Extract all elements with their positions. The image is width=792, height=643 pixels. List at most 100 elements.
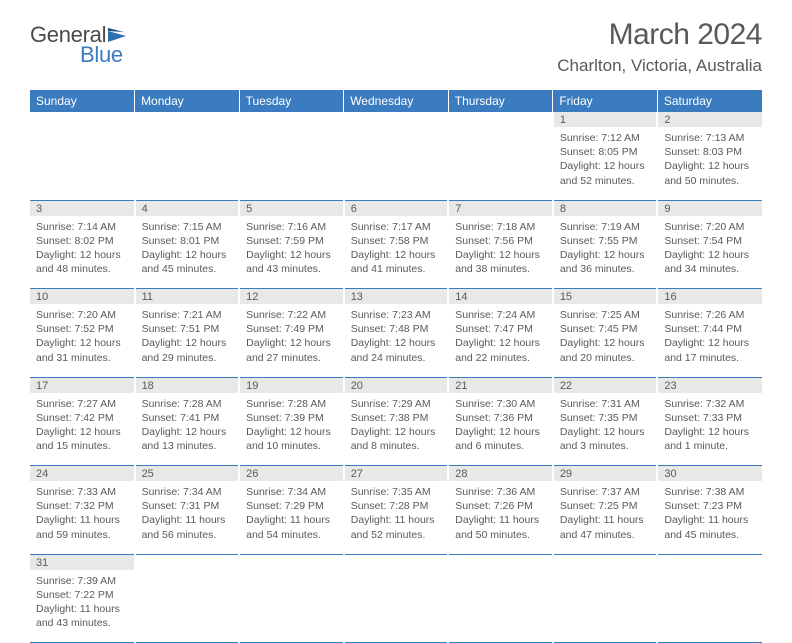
sunset-text: Sunset: 7:38 PM [351,411,442,425]
sunset-text: Sunset: 7:33 PM [664,411,756,425]
sunrise-text: Sunrise: 7:14 AM [36,220,128,234]
day-cell: Sunrise: 7:34 AMSunset: 7:29 PMDaylight:… [239,482,344,554]
dl1-text: Daylight: 11 hours [36,602,128,616]
day-header: Thursday [448,90,553,112]
day-number-cell: 27 [344,466,449,483]
day-number-cell: 15 [553,289,658,306]
day-cell: Sunrise: 7:28 AMSunset: 7:39 PMDaylight:… [239,394,344,466]
location-subtitle: Charlton, Victoria, Australia [557,56,762,76]
day-number-row: 12 [30,112,762,128]
sunrise-text: Sunrise: 7:26 AM [664,308,756,322]
dl2-text: and 10 minutes. [246,439,337,453]
sunrise-text: Sunrise: 7:12 AM [560,131,651,145]
dl2-text: and 15 minutes. [36,439,128,453]
sunset-text: Sunset: 8:03 PM [664,145,756,159]
sunrise-text: Sunrise: 7:20 AM [664,220,756,234]
day-cell: Sunrise: 7:25 AMSunset: 7:45 PMDaylight:… [553,305,658,377]
dl1-text: Daylight: 12 hours [246,425,337,439]
dl2-text: and 38 minutes. [455,262,546,276]
sunset-text: Sunset: 7:35 PM [560,411,651,425]
sunrise-text: Sunrise: 7:31 AM [560,397,651,411]
day-number-cell [448,112,553,128]
sunrise-text: Sunrise: 7:16 AM [246,220,337,234]
dl2-text: and 17 minutes. [664,351,756,365]
day-cell: Sunrise: 7:33 AMSunset: 7:32 PMDaylight:… [30,482,135,554]
sunset-text: Sunset: 7:42 PM [36,411,128,425]
dl2-text: and 20 minutes. [560,351,651,365]
dl1-text: Daylight: 12 hours [351,248,442,262]
day-header: Monday [135,90,240,112]
day-cell [657,571,762,643]
calendar-table: SundayMondayTuesdayWednesdayThursdayFrid… [30,90,762,643]
day-number-row: 3456789 [30,200,762,217]
dl2-text: and 27 minutes. [246,351,337,365]
dl1-text: Daylight: 12 hours [560,159,651,173]
day-number-cell: 19 [239,377,344,394]
sunrise-text: Sunrise: 7:17 AM [351,220,442,234]
dl2-text: and 54 minutes. [246,528,337,542]
day-number-cell: 3 [30,200,135,217]
sunrise-text: Sunrise: 7:19 AM [560,220,651,234]
dl2-text: and 50 minutes. [664,174,756,188]
day-number-cell: 25 [135,466,240,483]
dl2-text: and 45 minutes. [664,528,756,542]
sunrise-text: Sunrise: 7:23 AM [351,308,442,322]
day-content-row: Sunrise: 7:14 AMSunset: 8:02 PMDaylight:… [30,217,762,289]
dl1-text: Daylight: 12 hours [36,425,128,439]
sunrise-text: Sunrise: 7:33 AM [36,485,128,499]
page-title: March 2024 [557,18,762,52]
day-cell: Sunrise: 7:24 AMSunset: 7:47 PMDaylight:… [448,305,553,377]
dl2-text: and 52 minutes. [560,174,651,188]
day-cell [344,571,449,643]
day-number-cell: 2 [657,112,762,128]
day-number-cell: 23 [657,377,762,394]
day-number-cell [657,554,762,571]
sunset-text: Sunset: 8:01 PM [142,234,233,248]
sunrise-text: Sunrise: 7:39 AM [36,574,128,588]
day-header: Tuesday [239,90,344,112]
title-block: March 2024 Charlton, Victoria, Australia [557,18,762,76]
day-number-row: 10111213141516 [30,289,762,306]
dl1-text: Daylight: 12 hours [246,336,337,350]
dl1-text: Daylight: 12 hours [351,425,442,439]
dl2-text: and 22 minutes. [455,351,546,365]
sunrise-text: Sunrise: 7:20 AM [36,308,128,322]
sunset-text: Sunset: 7:25 PM [560,499,651,513]
sunrise-text: Sunrise: 7:34 AM [142,485,233,499]
sunset-text: Sunset: 7:52 PM [36,322,128,336]
sunset-text: Sunset: 7:55 PM [560,234,651,248]
dl1-text: Daylight: 12 hours [351,336,442,350]
dl2-text: and 45 minutes. [142,262,233,276]
day-cell: Sunrise: 7:14 AMSunset: 8:02 PMDaylight:… [30,217,135,289]
day-number-cell: 5 [239,200,344,217]
day-number-cell [239,554,344,571]
sunrise-text: Sunrise: 7:27 AM [36,397,128,411]
sunset-text: Sunset: 7:59 PM [246,234,337,248]
dl2-text: and 34 minutes. [664,262,756,276]
dl1-text: Daylight: 12 hours [560,248,651,262]
logo-text: General Blue [30,22,128,74]
sunrise-text: Sunrise: 7:21 AM [142,308,233,322]
sunrise-text: Sunrise: 7:34 AM [246,485,337,499]
day-cell: Sunrise: 7:38 AMSunset: 7:23 PMDaylight:… [657,482,762,554]
day-header: Friday [553,90,658,112]
day-number-cell [135,112,240,128]
dl1-text: Daylight: 11 hours [664,513,756,527]
sunrise-text: Sunrise: 7:13 AM [664,131,756,145]
day-cell: Sunrise: 7:19 AMSunset: 7:55 PMDaylight:… [553,217,658,289]
sunrise-text: Sunrise: 7:30 AM [455,397,546,411]
sunset-text: Sunset: 7:45 PM [560,322,651,336]
day-cell [448,128,553,200]
day-cell: Sunrise: 7:37 AMSunset: 7:25 PMDaylight:… [553,482,658,554]
day-number-row: 24252627282930 [30,466,762,483]
dl1-text: Daylight: 12 hours [36,336,128,350]
day-cell: Sunrise: 7:35 AMSunset: 7:28 PMDaylight:… [344,482,449,554]
dl2-text: and 56 minutes. [142,528,233,542]
day-cell: Sunrise: 7:32 AMSunset: 7:33 PMDaylight:… [657,394,762,466]
day-number-cell: 30 [657,466,762,483]
dl1-text: Daylight: 12 hours [142,248,233,262]
dl1-text: Daylight: 12 hours [455,425,546,439]
sunrise-text: Sunrise: 7:28 AM [142,397,233,411]
day-content-row: Sunrise: 7:33 AMSunset: 7:32 PMDaylight:… [30,482,762,554]
dl1-text: Daylight: 11 hours [560,513,651,527]
